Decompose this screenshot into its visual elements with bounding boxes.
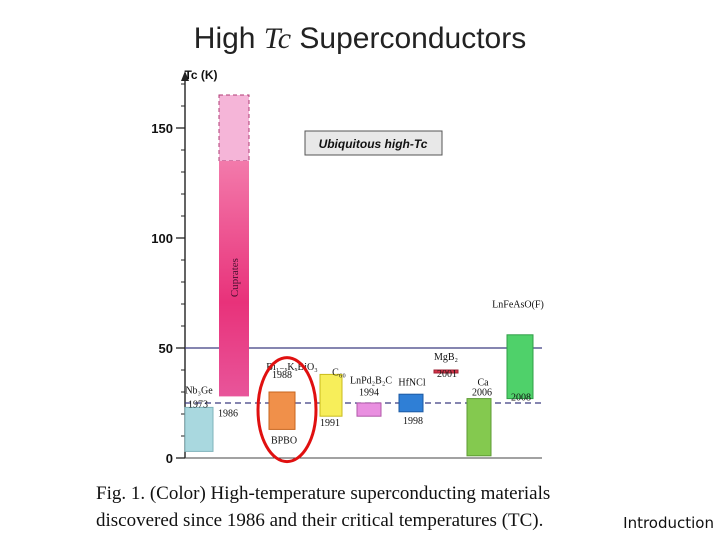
- label-hfncl: HfNCl: [398, 378, 425, 389]
- figure-caption: Fig. 1. (Color) High-temperature superco…: [96, 480, 596, 534]
- label-ca: Ca: [477, 377, 489, 388]
- title-symbol: Tc: [263, 22, 292, 55]
- label-bkbo: Bi₁₋ₓKₓBiO₃: [266, 362, 317, 373]
- y-tick-label: 150: [151, 121, 173, 136]
- bar-lnpd2b2c: [356, 402, 382, 417]
- y-tick-label: 100: [151, 231, 173, 246]
- year-cuprates: 1986: [218, 408, 238, 419]
- caption-line-1: Fig. 1. (Color) High-temperature superco…: [96, 483, 551, 504]
- label-c60: C₆₀: [332, 367, 346, 378]
- year-hfncl: 1998: [403, 416, 423, 427]
- label-lnpd2b2c: LnPd₂B₂C: [350, 375, 392, 386]
- bar-bi1-xkxbio3: [268, 391, 296, 430]
- year-mgb2: 2001: [437, 369, 457, 380]
- year-lnfeaso: 2008: [511, 393, 531, 404]
- annotation-text: Ubiquitous high-Tc: [319, 137, 428, 151]
- slide-title: High Tc Superconductors: [0, 22, 720, 56]
- year-lnpd2b2c: 1994: [359, 387, 379, 398]
- year-c60: 1991: [320, 418, 340, 429]
- year-ca: 2006: [472, 387, 492, 398]
- y-tick-label: 50: [159, 341, 173, 356]
- year-nb3ge: 1973: [188, 399, 208, 410]
- label-bpbo: BPBO: [271, 435, 297, 446]
- highlight-circle: [256, 356, 318, 464]
- title-prefix: High: [193, 22, 264, 55]
- label-lnfeaso: LnFeAsO(F): [492, 300, 544, 311]
- y-axis-arrow: [181, 71, 189, 81]
- caption-line-2: discovered since 1986 and their critical…: [96, 510, 544, 531]
- label-nb3ge: Nb₃Ge: [185, 385, 213, 396]
- footer-label: Introduction: [623, 514, 714, 532]
- bar-c60: [319, 373, 343, 417]
- bar-lnfeaso-f-: [506, 334, 534, 400]
- bar-ca: [466, 398, 492, 457]
- y-axis-label: Tc (K): [184, 68, 217, 82]
- year-bkbo: 1988: [272, 370, 292, 381]
- chart-layer: Tc (K) 0 50 100 150 Ubiquitous high-Tc Nb₃Ge 19…: [151, 68, 544, 466]
- label-mgb2: MgB₂: [434, 352, 458, 363]
- tc-chart: Tc (K) 0 50 100 150 Ubiquitous high-Tc Nb₃Ge 19…: [151, 68, 544, 466]
- label-cuprates: Cuprates: [229, 258, 241, 297]
- bar-nb3ge: [184, 406, 214, 452]
- bar-cuprates: [219, 161, 249, 397]
- bar-cuprates-extended: [218, 94, 250, 162]
- y-tick-label: 0: [166, 451, 173, 466]
- title-suffix: Superconductors: [291, 22, 527, 55]
- annotation-box: [304, 130, 443, 156]
- bar-mgb2: [433, 369, 459, 374]
- bar-hfncl: [398, 393, 424, 413]
